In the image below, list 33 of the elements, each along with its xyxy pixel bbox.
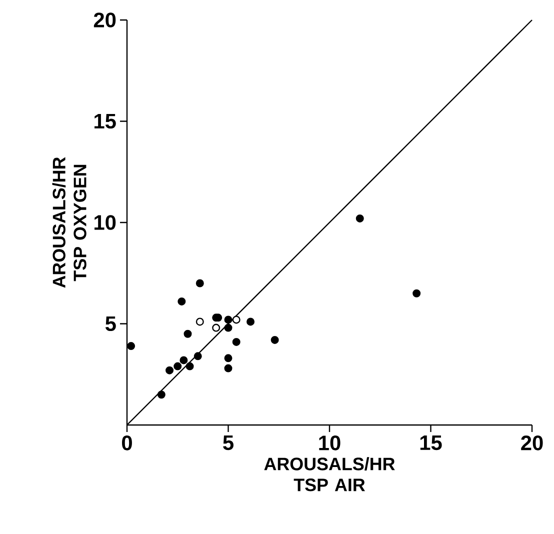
point: [166, 366, 174, 374]
point: [224, 354, 232, 362]
point: [224, 316, 232, 324]
point: [224, 324, 232, 332]
point: [127, 342, 136, 350]
point: [180, 356, 188, 364]
point: [157, 390, 166, 399]
point: [412, 289, 421, 298]
point: [224, 364, 232, 372]
point: [184, 330, 192, 338]
point: [232, 316, 240, 324]
point: [178, 297, 186, 306]
point: [186, 362, 194, 370]
x-tick-label: 15: [420, 436, 442, 450]
point: [232, 338, 240, 346]
point: [174, 362, 182, 370]
point: [196, 318, 204, 326]
y-tick-label: 15: [94, 114, 116, 129]
point: [196, 279, 204, 288]
y-tick-label: 20: [94, 12, 116, 28]
point: [194, 352, 202, 360]
x-tick-label: 5: [223, 436, 234, 450]
x-tick-label: 10: [319, 436, 340, 450]
point: [246, 318, 255, 326]
x-tick-label: 0: [122, 436, 132, 450]
y-tick-label: 5: [105, 316, 116, 332]
y-axis-title: AROUSALS/HR TSP OXYGEN: [52, 157, 86, 288]
point: [356, 214, 364, 222]
x-axis-title: AROUSALS/HR TSP AIR: [264, 457, 395, 492]
point: [270, 336, 279, 344]
x-tick-label: 20: [521, 436, 543, 450]
point: [212, 324, 220, 332]
y-tick-label: 10: [94, 215, 116, 230]
